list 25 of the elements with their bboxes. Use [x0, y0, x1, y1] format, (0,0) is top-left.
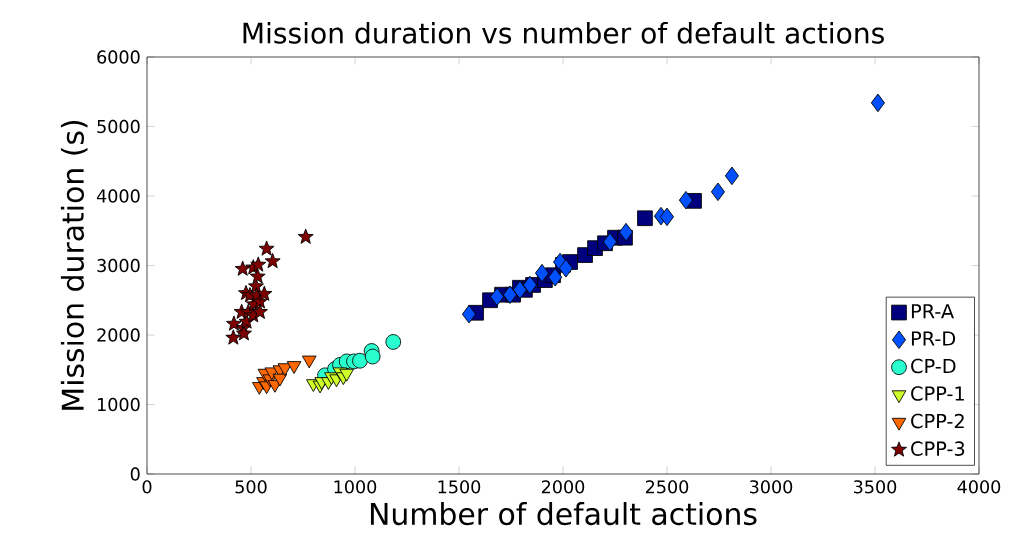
y-tick-label: 4000: [96, 189, 140, 203]
x-tick-label: 3500: [853, 480, 897, 494]
x-tick-label: 500: [235, 480, 267, 494]
y-tick-label: 0: [130, 467, 140, 481]
y-tick-label: 2000: [97, 328, 140, 342]
legend-label: PR-D: [911, 331, 956, 346]
x-tick-label: 3000: [749, 480, 793, 494]
x-tick-label: 2000: [541, 480, 585, 494]
legend-label: CPP-3: [911, 441, 965, 456]
x-tick-label: 1500: [438, 480, 481, 494]
legend-label: CPP-1: [911, 386, 964, 401]
x-tick-label: 4000: [957, 480, 1001, 494]
y-axis-title: Mission duration (s): [60, 120, 88, 410]
legend-label: CPP-2: [911, 413, 964, 429]
y-tick-label: 5000: [97, 119, 140, 134]
y-tick-label: 1000: [98, 397, 140, 412]
legend-label: CP-D: [911, 358, 956, 374]
x-axis-title: Number of default actions: [370, 502, 757, 526]
chart-title: Mission duration vs number of default actions: [243, 22, 884, 44]
y-tick-label: 3000: [97, 258, 140, 273]
y-tick-label: 6000: [97, 50, 140, 64]
x-tick-label: 0: [142, 480, 152, 494]
x-tick-label: 1000: [334, 480, 377, 494]
x-tick-label: 2500: [645, 480, 689, 494]
legend-label: PR-A: [911, 304, 954, 319]
